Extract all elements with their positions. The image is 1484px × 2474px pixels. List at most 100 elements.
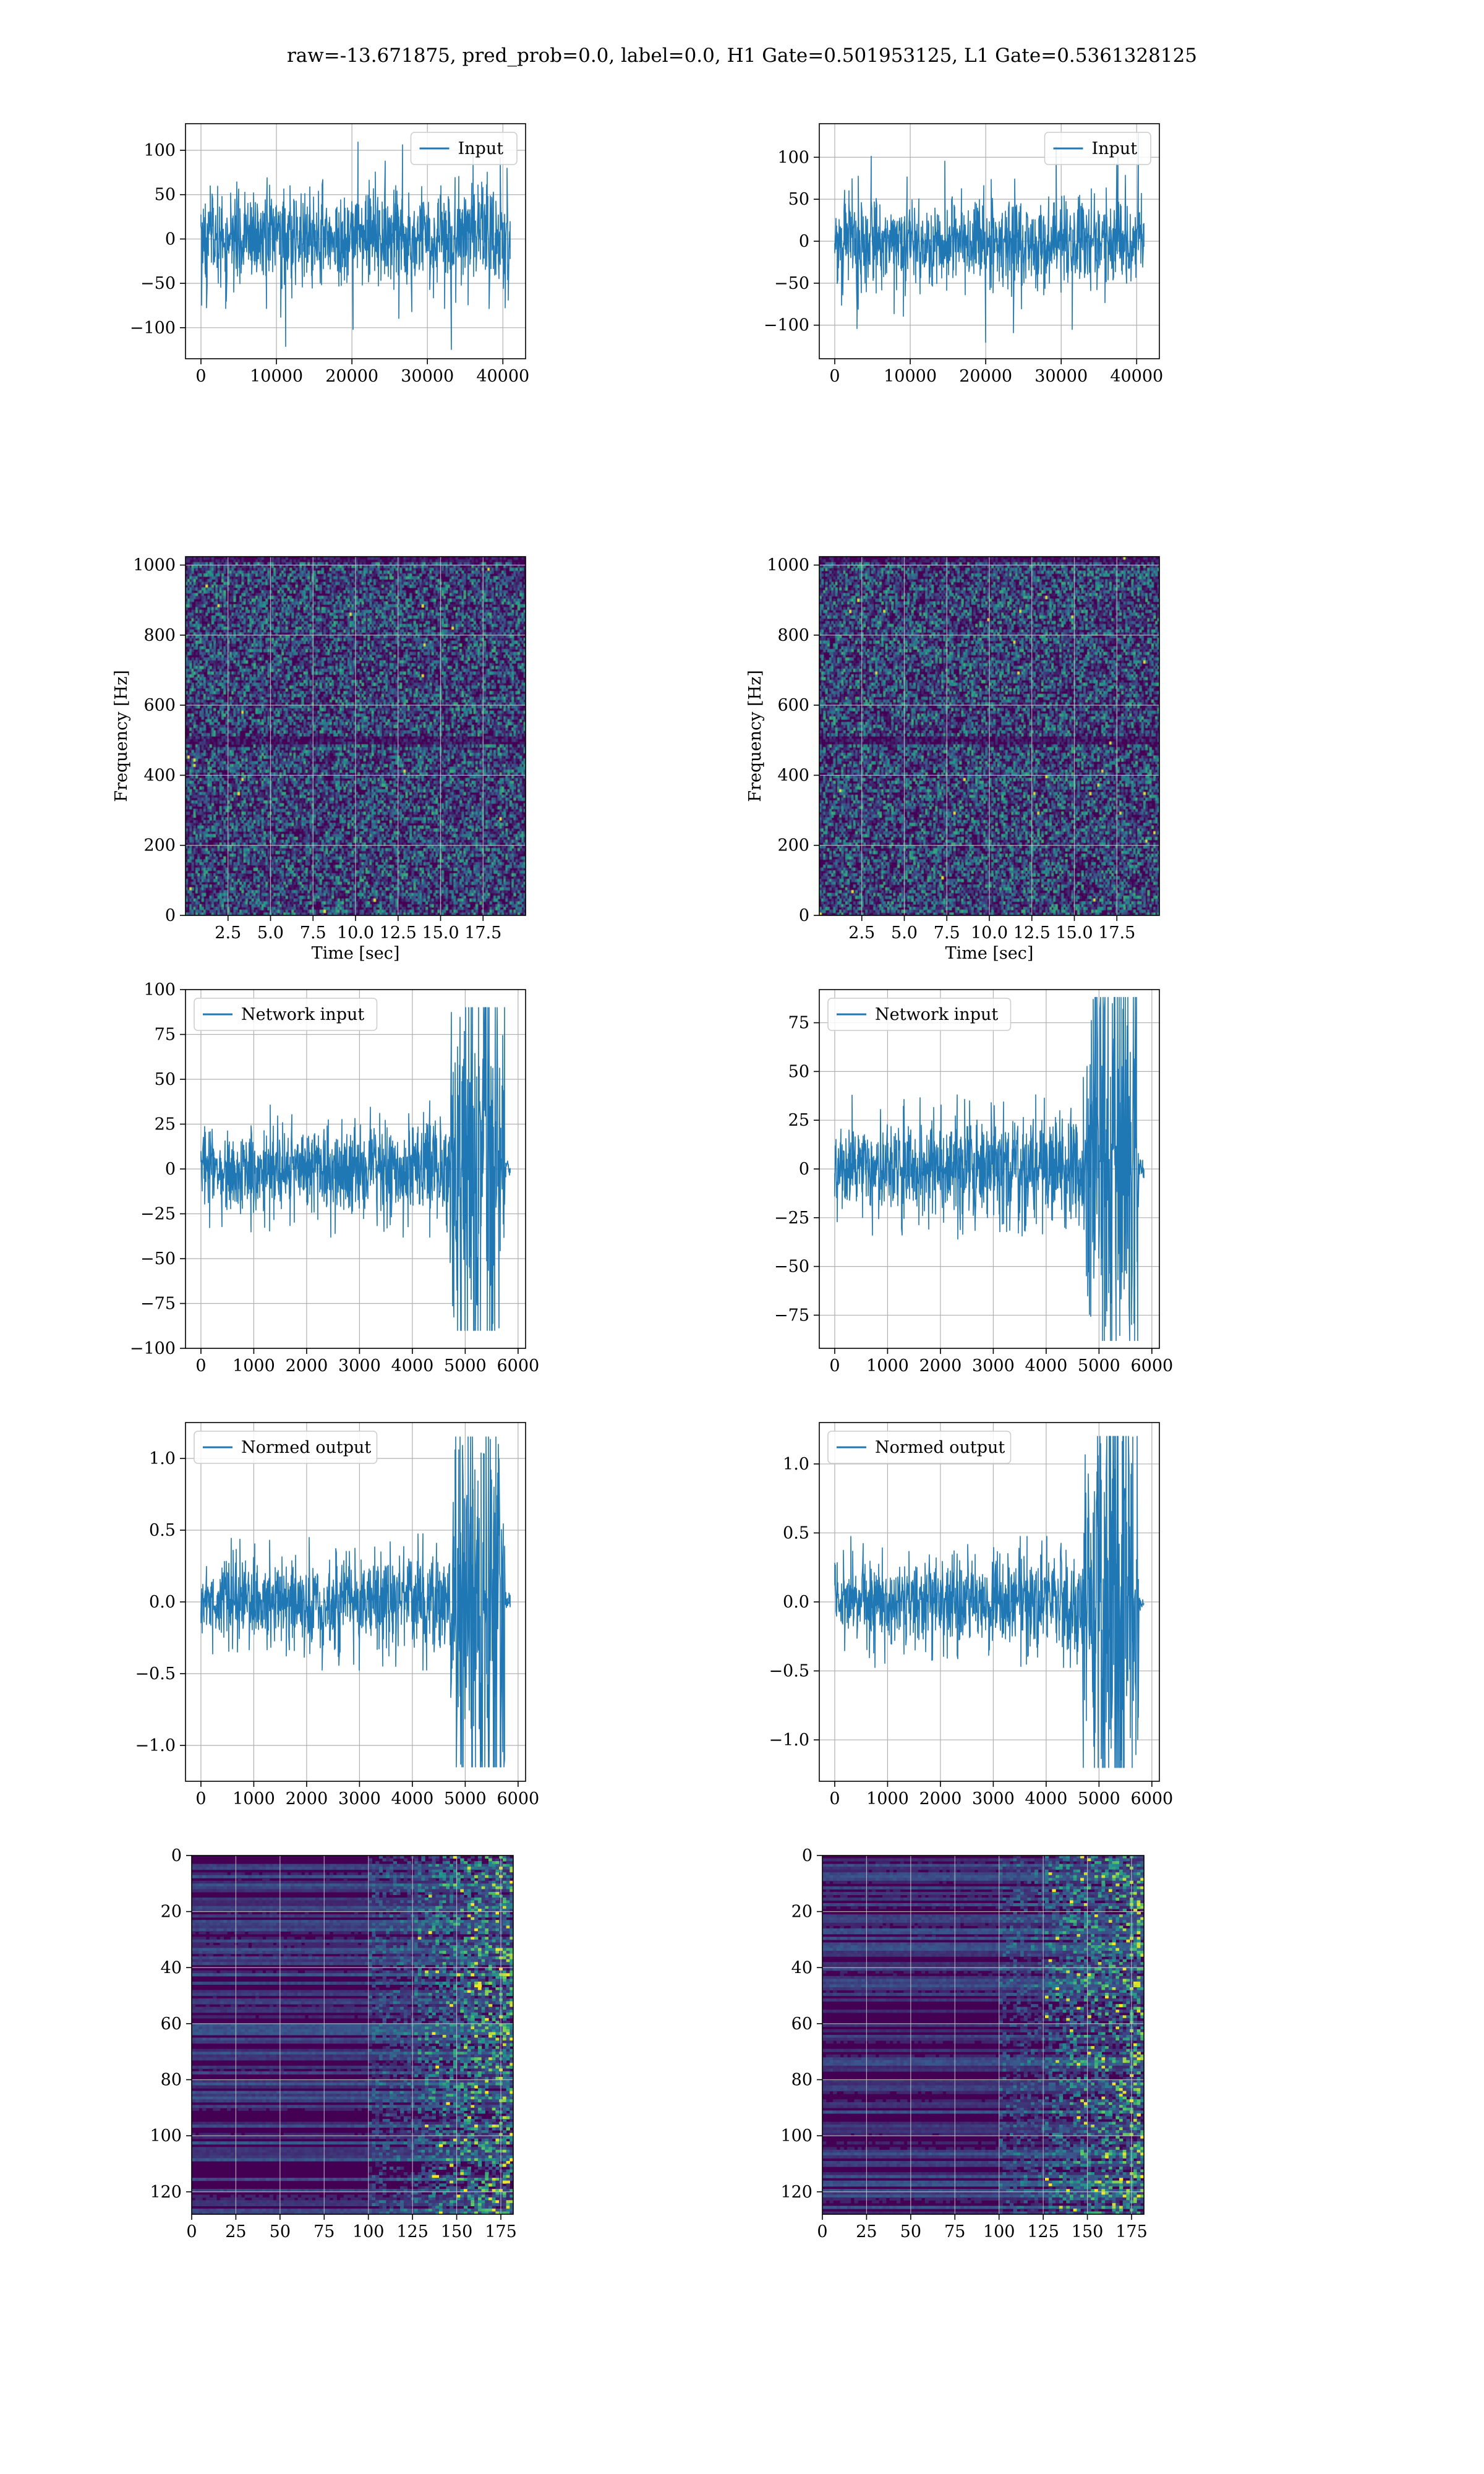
heatmap-cell	[262, 764, 264, 767]
heatmap-cell	[255, 610, 258, 613]
heatmap-cell	[194, 795, 196, 798]
heatmap-cell	[226, 683, 228, 686]
heatmap-cell	[197, 663, 200, 666]
heatmap-cell	[255, 683, 258, 686]
heatmap-cell	[255, 868, 258, 871]
heatmap-cell	[194, 677, 196, 680]
heatmap-cell	[258, 582, 260, 585]
heatmap-cell	[255, 865, 258, 868]
heatmap-cell	[205, 618, 208, 622]
heatmap-cell	[247, 857, 250, 860]
heatmap-cell	[265, 599, 268, 602]
heatmap-cell	[252, 831, 254, 834]
heatmap-cell	[258, 871, 260, 874]
heatmap-cell	[203, 722, 206, 725]
heatmap-cell	[203, 851, 206, 854]
heatmap-cell	[213, 666, 216, 669]
heatmap-cell	[203, 714, 206, 717]
heatmap-cell	[210, 809, 212, 812]
heatmap-cell	[200, 680, 202, 683]
heatmap-cell	[216, 879, 218, 882]
heatmap-cell	[194, 778, 196, 781]
heatmap-cell	[245, 565, 248, 568]
heatmap-cell	[234, 907, 236, 910]
heatmap-cell	[250, 811, 252, 815]
heatmap-cell	[244, 767, 246, 770]
heatmap-cell	[187, 714, 190, 717]
heatmap-cell	[260, 584, 262, 588]
heatmap-cell	[262, 893, 264, 896]
heatmap-cell	[210, 823, 212, 826]
heatmap-cell	[194, 792, 196, 795]
heatmap-cell	[244, 691, 246, 695]
heatmap-cell	[255, 862, 258, 865]
x-tick-label: 0	[195, 367, 206, 386]
heatmap-cell	[190, 789, 192, 792]
heatmap-cell	[231, 607, 234, 610]
heatmap-cell	[197, 896, 200, 899]
heatmap-cell	[203, 588, 206, 591]
heatmap-cell	[262, 610, 264, 613]
heatmap-cell	[260, 714, 262, 717]
heatmap-cell	[221, 761, 224, 764]
heatmap-cell	[244, 848, 246, 851]
heatmap-cell	[247, 907, 250, 910]
heatmap-cell	[195, 610, 198, 613]
heatmap-cell	[245, 661, 248, 664]
heatmap-cell	[234, 882, 236, 885]
heatmap-cell	[221, 649, 224, 653]
heatmap-cell	[200, 725, 202, 728]
heatmap-cell	[194, 722, 196, 725]
heatmap-cell	[250, 798, 252, 801]
heatmap-cell	[244, 694, 246, 697]
heatmap-cell	[210, 588, 212, 591]
heatmap-cell	[203, 753, 206, 756]
heatmap-cell	[263, 879, 266, 882]
heatmap-cell	[262, 829, 264, 832]
heatmap-cell	[194, 879, 196, 882]
heatmap-cell	[208, 663, 210, 666]
heatmap-cell	[216, 792, 218, 795]
heatmap-cell	[229, 584, 232, 588]
heatmap-cell	[203, 677, 206, 680]
heatmap-cell	[192, 615, 194, 618]
heatmap-cell	[255, 734, 258, 737]
heatmap-cell	[221, 655, 224, 658]
heatmap-cell	[192, 896, 194, 899]
heatmap-cell	[245, 714, 248, 717]
heatmap-cell	[255, 722, 258, 725]
heatmap-cell	[237, 657, 240, 661]
heatmap-cell	[255, 781, 258, 784]
heatmap-cell	[237, 604, 240, 607]
heatmap-cell	[224, 618, 226, 622]
heatmap-cell	[250, 882, 252, 885]
heatmap-cell	[255, 573, 258, 576]
heatmap-cell	[216, 661, 218, 664]
heatmap-cell	[210, 888, 212, 891]
heatmap-cell	[231, 837, 234, 840]
heatmap-cell	[254, 742, 256, 745]
heatmap-cell	[216, 784, 218, 787]
heatmap-cell	[242, 893, 244, 896]
heatmap-cell	[221, 879, 224, 882]
heatmap-cell	[263, 890, 266, 893]
heatmap-cell	[237, 848, 240, 851]
heatmap-cell	[187, 806, 190, 809]
heatmap-cell	[194, 663, 196, 666]
heatmap-cell	[237, 590, 240, 593]
heatmap-cell	[213, 657, 216, 661]
heatmap-cell	[247, 672, 250, 675]
heatmap-cell	[250, 792, 252, 795]
heatmap-cell	[195, 727, 198, 730]
heatmap-cell	[220, 565, 222, 568]
heatmap-cell	[250, 725, 252, 728]
heatmap-cell	[234, 571, 236, 574]
heatmap-cell	[213, 910, 216, 913]
heatmap-cell	[213, 571, 216, 574]
heatmap-cell	[236, 910, 238, 913]
heatmap-cell	[236, 756, 238, 759]
heatmap-cell	[224, 688, 226, 691]
heatmap-cell	[252, 604, 254, 607]
heatmap-cell	[229, 655, 232, 658]
heatmap-cell	[194, 764, 196, 767]
